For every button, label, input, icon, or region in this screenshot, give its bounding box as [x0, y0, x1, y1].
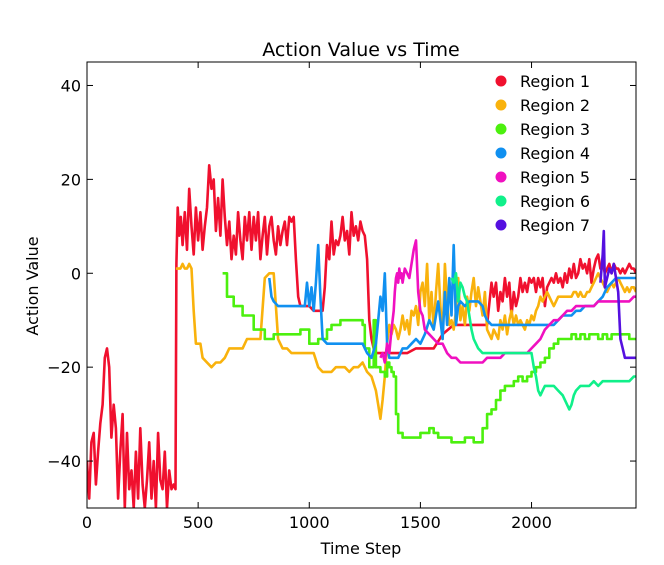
- series-line-region-7: [599, 229, 636, 360]
- x-tick-label: 2000: [511, 513, 552, 532]
- legend-label-region-6: Region 6: [520, 192, 590, 211]
- legend-label-region-4: Region 4: [520, 144, 590, 163]
- legend-marker-region-3: [495, 123, 507, 135]
- legend-marker-region-1: [495, 75, 507, 87]
- y-tick-label: 40: [61, 76, 81, 95]
- chart-title: Action Value vs Time: [262, 39, 459, 61]
- plot-area: [86, 61, 637, 509]
- legend-marker-region-2: [495, 99, 507, 111]
- y-tick-label: −20: [47, 358, 81, 377]
- x-axis-label: Time Step: [320, 539, 402, 558]
- y-axis: −40 −20 0 20 40: [47, 76, 636, 471]
- legend-marker-region-4: [495, 147, 507, 159]
- x-tick-label: 0: [82, 513, 92, 532]
- legend-label-region-7: Region 7: [520, 216, 590, 235]
- legend-marker-region-5: [495, 171, 507, 183]
- series-line-region-6: [450, 272, 636, 411]
- legend: Region 1 Region 2 Region 3 Region 4 Region 5…: [495, 72, 590, 235]
- y-tick-label: 0: [71, 264, 81, 283]
- y-tick-label: 20: [61, 170, 81, 189]
- y-tick-label: −40: [47, 452, 81, 471]
- legend-label-region-3: Region 3: [520, 120, 590, 139]
- legend-marker-region-6: [495, 195, 507, 207]
- legend-label-region-2: Region 2: [520, 96, 590, 115]
- x-tick-label: 500: [183, 513, 214, 532]
- series-line-region-5: [379, 239, 636, 364]
- series-line-region-1: [87, 164, 636, 508]
- series-line-region-3: [222, 272, 636, 444]
- legend-marker-region-7: [495, 219, 507, 231]
- plot-frame: [86, 61, 637, 509]
- y-axis-label: Action Value: [23, 236, 42, 335]
- legend-label-region-1: Region 1: [520, 72, 590, 91]
- series-line-region-4: [268, 243, 636, 360]
- x-tick-label: 1000: [289, 513, 330, 532]
- x-tick-label: 1500: [400, 513, 441, 532]
- legend-label-region-5: Region 5: [520, 168, 590, 187]
- x-axis: 0 500 1000 1500 2000: [82, 62, 552, 532]
- series-line-region-2: [175, 262, 636, 421]
